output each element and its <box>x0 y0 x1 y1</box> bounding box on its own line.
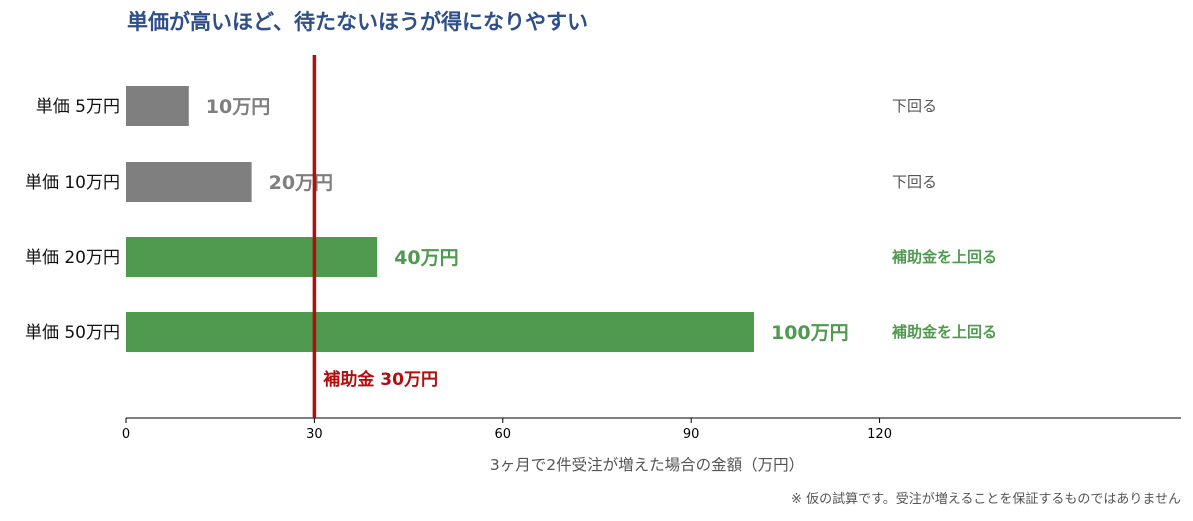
bar <box>126 162 252 202</box>
chart-title: 単価が高いほど、待たないほうが得になりやすい <box>127 10 588 34</box>
bar <box>126 312 754 352</box>
bar-value-label: 40万円 <box>394 247 458 269</box>
x-tick-label: 60 <box>495 427 512 442</box>
x-tick-label: 120 <box>867 427 892 442</box>
category-label: 単価 5万円 <box>36 97 120 117</box>
comparison-label: 下回る <box>892 97 937 115</box>
bar-value-label: 20万円 <box>269 172 333 194</box>
reference-line-group: 補助金 30万円 <box>312 55 438 418</box>
category-label: 単価 20万円 <box>25 248 120 268</box>
x-tick-label: 90 <box>683 427 700 442</box>
category-label: 単価 50万円 <box>25 323 120 343</box>
x-axis-label: 3ヶ月で2件受注が増えた場合の金額（万円） <box>490 456 804 474</box>
x-tick-label: 30 <box>306 427 323 442</box>
reference-line-label: 補助金 30万円 <box>322 369 438 390</box>
comparison-label: 補助金を上回る <box>891 248 997 266</box>
bar-value-label: 100万円 <box>771 322 849 344</box>
x-tick-label: 0 <box>122 427 130 442</box>
footnote: ※ 仮の試算です。受注が増えることを保証するものではありません <box>791 491 1181 507</box>
bar <box>126 86 189 126</box>
comparison-label: 下回る <box>892 173 937 191</box>
comparison-label: 補助金を上回る <box>891 323 997 341</box>
x-axis: 0 30 60 90 120 <box>122 417 1181 442</box>
bar-value-label: 10万円 <box>206 96 270 118</box>
bar <box>126 237 378 277</box>
category-label: 単価 10万円 <box>25 173 120 193</box>
